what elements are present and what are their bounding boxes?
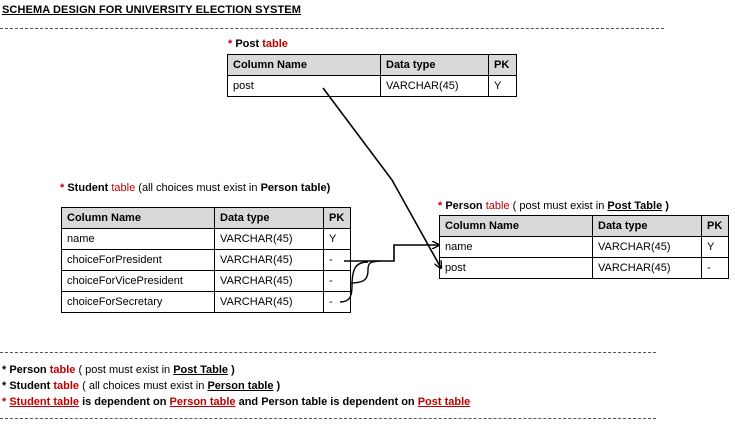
column-header: Column Name [439, 215, 593, 237]
note-student: * Student table ( all choices must exist… [2, 380, 281, 392]
table-row: post VARCHAR(45) Y [227, 75, 517, 97]
person-table: Column Name Data type PK name VARCHAR(45… [439, 215, 729, 279]
table-header-row: Column Name Data type PK [439, 215, 729, 237]
table-cell: post [439, 257, 593, 279]
column-header: Data type [214, 207, 324, 229]
table-cell: Y [488, 75, 517, 97]
divider-middle [0, 352, 656, 353]
person-table-caption: * Person table ( post must exist in Post… [438, 200, 669, 212]
notes: * Person table ( post must exist in Post… [2, 362, 470, 410]
post-table-caption: * Post table [228, 38, 288, 50]
table-header-row: Column Name Data type PK [61, 207, 351, 229]
table-cell: choiceForPresident [61, 249, 215, 271]
column-header: PK [701, 215, 729, 237]
divider-bottom [0, 418, 656, 419]
note-person: * Person table ( post must exist in Post… [2, 364, 235, 376]
table-cell: VARCHAR(45) [592, 236, 702, 258]
post-table: Column Name Data type PK post VARCHAR(45… [227, 54, 517, 97]
table-cell: Y [323, 228, 351, 250]
column-header: PK [323, 207, 351, 229]
table-cell: VARCHAR(45) [592, 257, 702, 279]
connector-vicepresident-to-person-name [349, 260, 381, 284]
connector-president-to-person-name [344, 245, 439, 262]
column-header: Data type [592, 215, 702, 237]
table-row: choiceForPresident VARCHAR(45) - [61, 249, 351, 271]
column-header: PK [488, 54, 517, 76]
table-cell: choiceForSecretary [61, 291, 215, 313]
table-cell: VARCHAR(45) [214, 270, 324, 292]
column-header: Column Name [61, 207, 215, 229]
table-cell: post [227, 75, 381, 97]
person-table-caption-name: Person [445, 200, 483, 212]
divider-top [0, 28, 664, 29]
table-cell: - [323, 270, 351, 292]
column-header: Data type [380, 54, 489, 76]
table-row: name VARCHAR(45) Y [439, 236, 729, 258]
table-row: choiceForVicePresident VARCHAR(45) - [61, 270, 351, 292]
table-row: post VARCHAR(45) - [439, 257, 729, 279]
student-table-caption: * Student table (all choices must exist … [60, 182, 331, 194]
table-cell: VARCHAR(45) [214, 291, 324, 313]
table-cell: - [323, 291, 351, 313]
note-dependency: * Student table is dependent on Person t… [2, 396, 471, 408]
table-cell: - [323, 249, 351, 271]
post-table-caption-name: Post [235, 38, 260, 50]
table-cell: choiceForVicePresident [61, 270, 215, 292]
table-cell: VARCHAR(45) [214, 228, 324, 250]
table-cell: Y [701, 236, 729, 258]
table-header-row: Column Name Data type PK [227, 54, 517, 76]
table-cell: name [61, 228, 215, 250]
table-cell: - [701, 257, 729, 279]
student-table: Column Name Data type PK name VARCHAR(45… [61, 207, 351, 313]
table-cell: name [439, 236, 593, 258]
column-header: Column Name [227, 54, 381, 76]
student-table-caption-name: Student [67, 182, 109, 194]
table-cell: VARCHAR(45) [214, 249, 324, 271]
table-cell: VARCHAR(45) [380, 75, 489, 97]
table-row: name VARCHAR(45) Y [61, 228, 351, 250]
table-row: choiceForSecretary VARCHAR(45) - [61, 291, 351, 313]
page-title: SCHEMA DESIGN FOR UNIVERSITY ELECTION SY… [2, 4, 301, 16]
